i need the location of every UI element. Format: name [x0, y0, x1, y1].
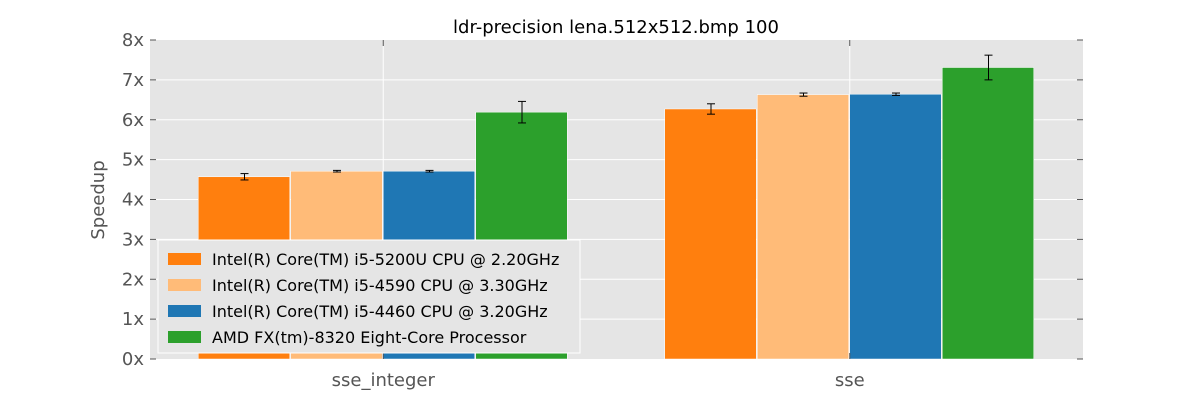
y-tick-label: 2x	[122, 269, 144, 290]
legend-label: AMD FX(tm)-8320 Eight-Core Processor	[212, 328, 527, 347]
y-tick-label: 3x	[122, 229, 144, 250]
y-tick-label: 5x	[122, 150, 144, 171]
legend-swatch	[168, 253, 201, 265]
y-tick-label: 4x	[122, 190, 144, 211]
chart-title: ldr-precision lena.512x512.bmp 100	[453, 17, 779, 38]
legend: Intel(R) Core(TM) i5-5200U CPU @ 2.20GHz…	[157, 239, 581, 354]
y-axis-ticks: 0x 1x 2x 3x 4x 5x 6x 7x 8x	[122, 30, 1083, 370]
x-tick-label: sse_integer	[332, 370, 436, 391]
legend-label: Intel(R) Core(TM) i5-4460 CPU @ 3.20GHz	[212, 302, 548, 321]
y-tick-label: 8x	[122, 30, 144, 51]
legend-swatch	[168, 331, 201, 343]
legend-swatch	[168, 305, 201, 317]
bar	[664, 108, 757, 360]
bar	[757, 94, 849, 360]
y-axis-label: Speedup	[88, 160, 109, 239]
legend-box	[157, 239, 581, 354]
legend-label: Intel(R) Core(TM) i5-4590 CPU @ 3.30GHz	[212, 276, 548, 295]
legend-label: Intel(R) Core(TM) i5-5200U CPU @ 2.20GHz	[212, 250, 559, 269]
y-tick-label: 1x	[122, 309, 144, 330]
y-tick-label: 7x	[122, 70, 144, 91]
bar	[849, 93, 942, 360]
y-tick-label: 6x	[122, 110, 144, 131]
legend-swatch	[168, 279, 201, 291]
bar	[942, 67, 1034, 360]
x-axis-ticks: sse_integer sse	[332, 40, 865, 391]
x-tick-label: sse	[835, 370, 865, 391]
y-tick-label: 0x	[122, 349, 144, 370]
